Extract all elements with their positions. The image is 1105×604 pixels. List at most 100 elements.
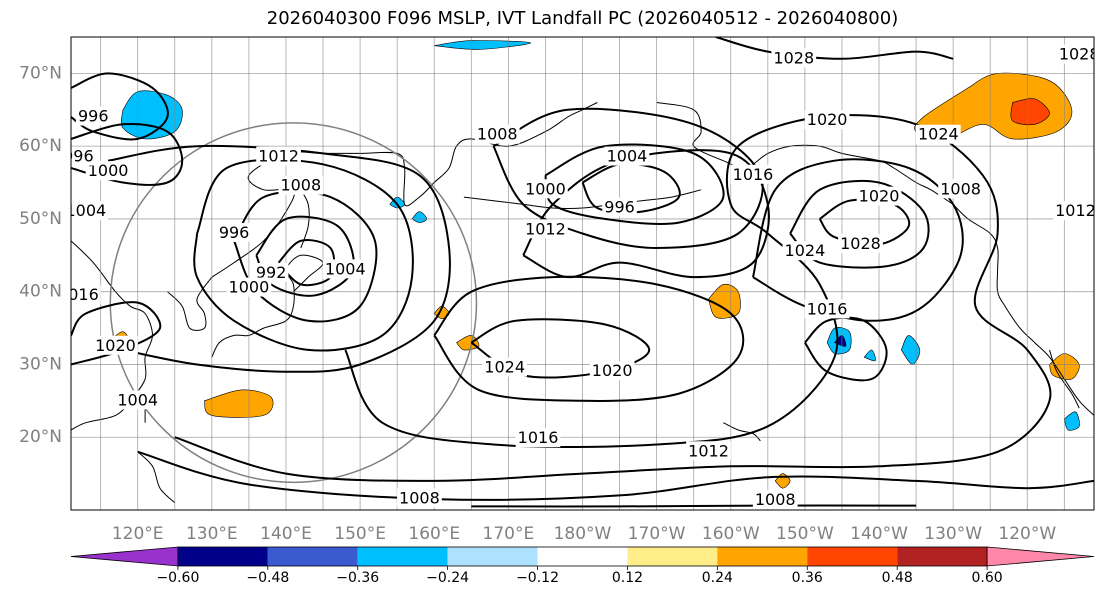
mslp-isobar-1024 <box>789 179 930 269</box>
contour-label-background <box>397 488 442 508</box>
ivt-anomaly-area <box>708 283 741 319</box>
mslp-isobar-1000 <box>233 190 378 323</box>
mslp-isobar-996 <box>71 72 169 141</box>
colorbar-tick-label: 0.60 <box>972 570 1003 586</box>
mslp-contour-label: 1016 <box>518 428 559 447</box>
mslp-contour-label-layer: 1028 1028 1020 1024 1008 1012 1016 1020 1028 1024… <box>58 44 1096 510</box>
coastline <box>300 189 310 249</box>
contour-label-background <box>1056 44 1094 64</box>
colorbar-tick-label: 0.36 <box>792 570 823 586</box>
mslp-contour-label: 1000 <box>525 179 566 198</box>
contour-label-background <box>278 175 324 195</box>
coastline <box>137 451 176 504</box>
contour-label-background <box>71 201 109 221</box>
colorbar-bin <box>537 547 628 566</box>
ivt-anomaly-area <box>434 40 531 50</box>
contour-label-background <box>838 233 883 253</box>
contour-label-background <box>730 164 776 184</box>
contour-label-background <box>771 48 817 68</box>
contour-label-background <box>515 428 561 448</box>
mslp-contour-label: 1012 <box>258 147 299 166</box>
ivt-anomaly-area <box>120 90 183 140</box>
mslp-contour-label: 996 <box>219 223 250 242</box>
colorbar-bin <box>357 547 448 566</box>
colorbar-bin <box>447 547 538 566</box>
mslp-contour-label: 1004 <box>325 259 366 278</box>
ivt-anomaly-area <box>455 335 480 351</box>
colorbar-tick-label: 0.24 <box>702 570 733 586</box>
mslp-isobar-1020 <box>433 275 745 403</box>
ivt-shading-layer <box>107 40 1080 489</box>
colorbar-tick-label: −0.36 <box>336 570 379 586</box>
contour-label-background <box>938 179 983 199</box>
contour-label-background <box>804 299 850 319</box>
coastline <box>167 276 213 331</box>
longitude-label: 170°W <box>628 524 686 544</box>
longitude-label: 140°E <box>260 524 312 544</box>
mslp-contour-label: 1008 <box>477 125 518 144</box>
mslp-contour-label: 1024 <box>484 358 525 377</box>
mslp-isobar-1016 <box>174 114 1052 482</box>
ivt-anomaly-area <box>863 349 876 362</box>
contour-label-background <box>482 357 528 377</box>
mslp-contour-label: 1012 <box>1055 201 1096 220</box>
mslp-contour-label: 1008 <box>940 179 981 198</box>
longitude-label: 120°W <box>998 524 1056 544</box>
contour-label-background <box>915 124 961 144</box>
colorbar-tick-label: 0.48 <box>882 570 913 586</box>
mslp-isobar-1000 <box>71 123 184 186</box>
ivt-anomaly-area <box>900 335 921 365</box>
mslp-isobar-1016 <box>804 316 888 382</box>
colorbar-tick-label: −0.12 <box>516 570 559 586</box>
contour-label-background <box>93 335 138 355</box>
contour-label-background <box>115 390 161 410</box>
colorbar-extend-high <box>986 546 1095 567</box>
mslp-isobar-1028 <box>818 198 911 246</box>
contour-label-background <box>256 146 301 166</box>
ivt-anomaly-area <box>203 389 274 418</box>
longitude-label: 160°W <box>702 524 760 544</box>
colorbar-bin <box>807 547 898 566</box>
colorbar-outline <box>177 546 988 567</box>
mslp-contour-label: 1028 <box>840 234 881 253</box>
mslp-contour-label: 1016 <box>58 285 99 304</box>
longitude-label: 180°W <box>554 524 612 544</box>
colorbar-tick-label: −0.24 <box>426 570 469 586</box>
mslp-contour-label: 996 <box>604 198 635 217</box>
longitude-labels: 120°E 130°E 140°E 150°E 160°E 170°E 180°W 170°W… <box>112 524 1056 544</box>
latitude-label: 70°N <box>19 63 62 83</box>
contour-label-background <box>602 197 637 217</box>
mslp-contour-label: 1012 <box>525 219 566 238</box>
mslp-contour-label: 1004 <box>607 147 648 166</box>
contour-label-background <box>523 179 568 199</box>
longitude-label: 150°E <box>334 524 386 544</box>
mslp-isobar-1008 <box>492 107 764 250</box>
colorbar-tick-label: −0.48 <box>246 570 289 586</box>
colorbar-tick-label: −0.60 <box>156 570 199 586</box>
ivt-anomaly-area <box>411 211 428 223</box>
longitude-label: 120°E <box>112 524 164 544</box>
mslp-contour-label: 1016 <box>807 299 848 318</box>
contour-label-background <box>85 161 131 181</box>
contour-label-background <box>75 106 111 126</box>
colorbar-bin <box>627 547 718 566</box>
contour-label-background <box>804 110 850 130</box>
coastline <box>952 204 1094 416</box>
longitude-label: 170°E <box>483 524 535 544</box>
contour-label-background <box>226 277 272 297</box>
colorbar-bin <box>897 547 988 566</box>
mslp-contour-label: 1008 <box>755 490 796 509</box>
mslp-contour-label: 1000 <box>229 278 270 297</box>
colorbar-bin <box>717 547 808 566</box>
contour-label-background <box>216 222 252 242</box>
latitude-label: 60°N <box>19 136 62 156</box>
ivt-anomaly-area <box>1063 411 1080 431</box>
mslp-contour-label: 1020 <box>592 361 633 380</box>
mslp-contour-label: 996 <box>78 107 109 126</box>
contour-label-background <box>752 490 798 510</box>
mslp-contour-label: 1024 <box>785 241 826 260</box>
latitude-label: 20°N <box>19 427 62 447</box>
colorbar-tick-label: 0.12 <box>612 570 643 586</box>
mslp-contour-label: 1024 <box>918 125 959 144</box>
